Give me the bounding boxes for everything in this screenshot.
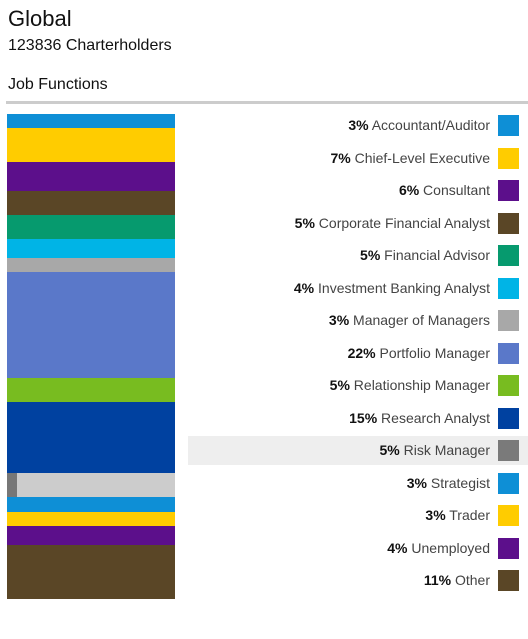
legend-label: Accountant/Auditor (368, 117, 490, 133)
legend-item-manager-of-managers[interactable]: 3% Manager of Managers (188, 306, 528, 335)
bar-segment-research-analyst[interactable] (7, 401, 175, 474)
legend-percent: 3% (328, 312, 350, 328)
legend-percent: 4% (293, 279, 315, 296)
legend-item-financial-advisor[interactable]: 5% Financial Advisor (188, 241, 528, 270)
legend-item-trader[interactable]: 3% Trader (188, 501, 528, 530)
page-title: Global (8, 6, 72, 31)
legend-item-relationship-manager[interactable]: 5% Relationship Manager (188, 371, 528, 400)
legend-percent: 3% (406, 474, 427, 491)
legend-item-consultant[interactable]: 6% Consultant (188, 176, 528, 205)
bar-segment-portfolio-manager[interactable] (7, 272, 175, 379)
legend-text: 11% Other (424, 572, 490, 588)
legend-percent: 5% (329, 377, 350, 393)
legend-percent: 5% (379, 442, 400, 458)
legend-text: 15% Research Analyst (349, 410, 490, 426)
legend-label: Trader (445, 507, 490, 523)
legend-item-research-analyst[interactable]: 15% Research Analyst (188, 404, 528, 433)
legend-swatch (498, 407, 519, 429)
legend-label: Relationship Manager (349, 377, 490, 393)
legend-percent: 4% (387, 539, 408, 556)
legend-text: 5% Relationship Manager (330, 377, 490, 393)
legend-text: 22% Portfolio Manager (348, 345, 490, 361)
legend-label: Chief-Level Executive (350, 149, 490, 166)
legend-item-other[interactable]: 11% Other (188, 566, 528, 595)
legend-swatch (498, 277, 519, 299)
bar-segment-risk-manager[interactable] (7, 473, 175, 498)
legend-label: Other (451, 572, 490, 588)
bar-segment-corporate-financial-analyst[interactable] (7, 190, 175, 216)
legend-item-chief-level-executive[interactable]: 7% Chief-Level Executive (188, 144, 528, 173)
legend-swatch (498, 147, 519, 169)
legend-text: 6% Consultant (399, 182, 490, 198)
legend-label: Risk Manager (399, 442, 490, 458)
legend-percent: 3% (425, 507, 446, 523)
legend-percent: 11% (423, 572, 452, 588)
legend-label: Unemployed (407, 539, 490, 556)
legend-percent: 3% (348, 117, 369, 133)
legend-item-corporate-financial-analyst[interactable]: 5% Corporate Financial Analyst (188, 209, 528, 238)
legend-percent: 5% (360, 247, 381, 263)
charterholder-count: 123836 Charterholders (8, 37, 172, 54)
legend-text: 7% Chief-Level Executive (330, 150, 490, 166)
legend-swatch (498, 342, 519, 364)
legend-swatch (498, 472, 519, 494)
legend-text: 5% Risk Manager (380, 442, 491, 458)
legend-swatch (498, 310, 519, 331)
bar-segment-investment-banking-analyst[interactable] (7, 238, 175, 259)
legend-item-risk-manager[interactable]: 5% Risk Manager (188, 436, 528, 465)
bar-segment-accountant-auditor[interactable] (7, 114, 175, 129)
highlight-marker (7, 473, 17, 498)
legend-text: 4% Investment Banking Analyst (294, 280, 490, 296)
legend-label: Manager of Managers (349, 312, 490, 328)
legend-text: 4% Unemployed (387, 540, 490, 556)
legend-text: 3% Trader (425, 507, 490, 523)
legend-item-investment-banking-analyst[interactable]: 4% Investment Banking Analyst (188, 274, 528, 303)
legend-label: Portfolio Manager (375, 344, 490, 361)
bar-segment-chief-level-executive[interactable] (7, 128, 175, 163)
legend-text: 5% Financial Advisor (360, 247, 490, 263)
legend-label: Consultant (419, 182, 490, 198)
legend-percent: 7% (330, 149, 351, 166)
legend-swatch (498, 115, 519, 136)
legend-label: Corporate Financial Analyst (314, 214, 490, 231)
stacked-bar (7, 114, 175, 599)
legend-swatch (498, 570, 519, 591)
legend-swatch (498, 537, 519, 559)
legend-label: Investment Banking Analyst (314, 279, 490, 296)
legend-swatch (498, 505, 519, 526)
legend-swatch (498, 245, 519, 266)
legend-label: Strategist (426, 474, 490, 491)
legend-swatch (498, 440, 519, 461)
legend-text: 3% Manager of Managers (329, 312, 490, 328)
legend-text: 5% Corporate Financial Analyst (295, 215, 490, 231)
legend-percent: 5% (294, 214, 315, 231)
legend-item-strategist[interactable]: 3% Strategist (188, 469, 528, 498)
section-heading: Job Functions (8, 76, 108, 93)
legend-percent: 6% (398, 182, 420, 198)
bar-segment-other[interactable] (7, 545, 175, 599)
legend-label: Research Analyst (377, 409, 490, 426)
bar-segment-consultant[interactable] (7, 161, 175, 192)
bar-segment-strategist[interactable] (7, 497, 175, 513)
legend-text: 3% Accountant/Auditor (348, 117, 490, 133)
legend-item-accountant-auditor[interactable]: 3% Accountant/Auditor (188, 111, 528, 140)
bar-segment-financial-advisor[interactable] (7, 214, 175, 240)
bar-segment-unemployed[interactable] (7, 526, 175, 546)
legend-swatch (498, 212, 519, 234)
legend-percent: 15% (349, 409, 378, 426)
bar-segment-relationship-manager[interactable] (7, 377, 175, 403)
section-divider (6, 101, 528, 104)
legend-percent: 22% (347, 344, 376, 361)
legend-swatch (498, 180, 519, 201)
legend-item-unemployed[interactable]: 4% Unemployed (188, 534, 528, 563)
legend-text: 3% Strategist (407, 475, 490, 491)
legend-item-portfolio-manager[interactable]: 22% Portfolio Manager (188, 339, 528, 368)
legend-label: Financial Advisor (380, 247, 490, 263)
legend-swatch (498, 375, 519, 396)
bar-segment-manager-of-managers[interactable] (7, 257, 175, 273)
bar-segment-trader[interactable] (7, 511, 175, 527)
